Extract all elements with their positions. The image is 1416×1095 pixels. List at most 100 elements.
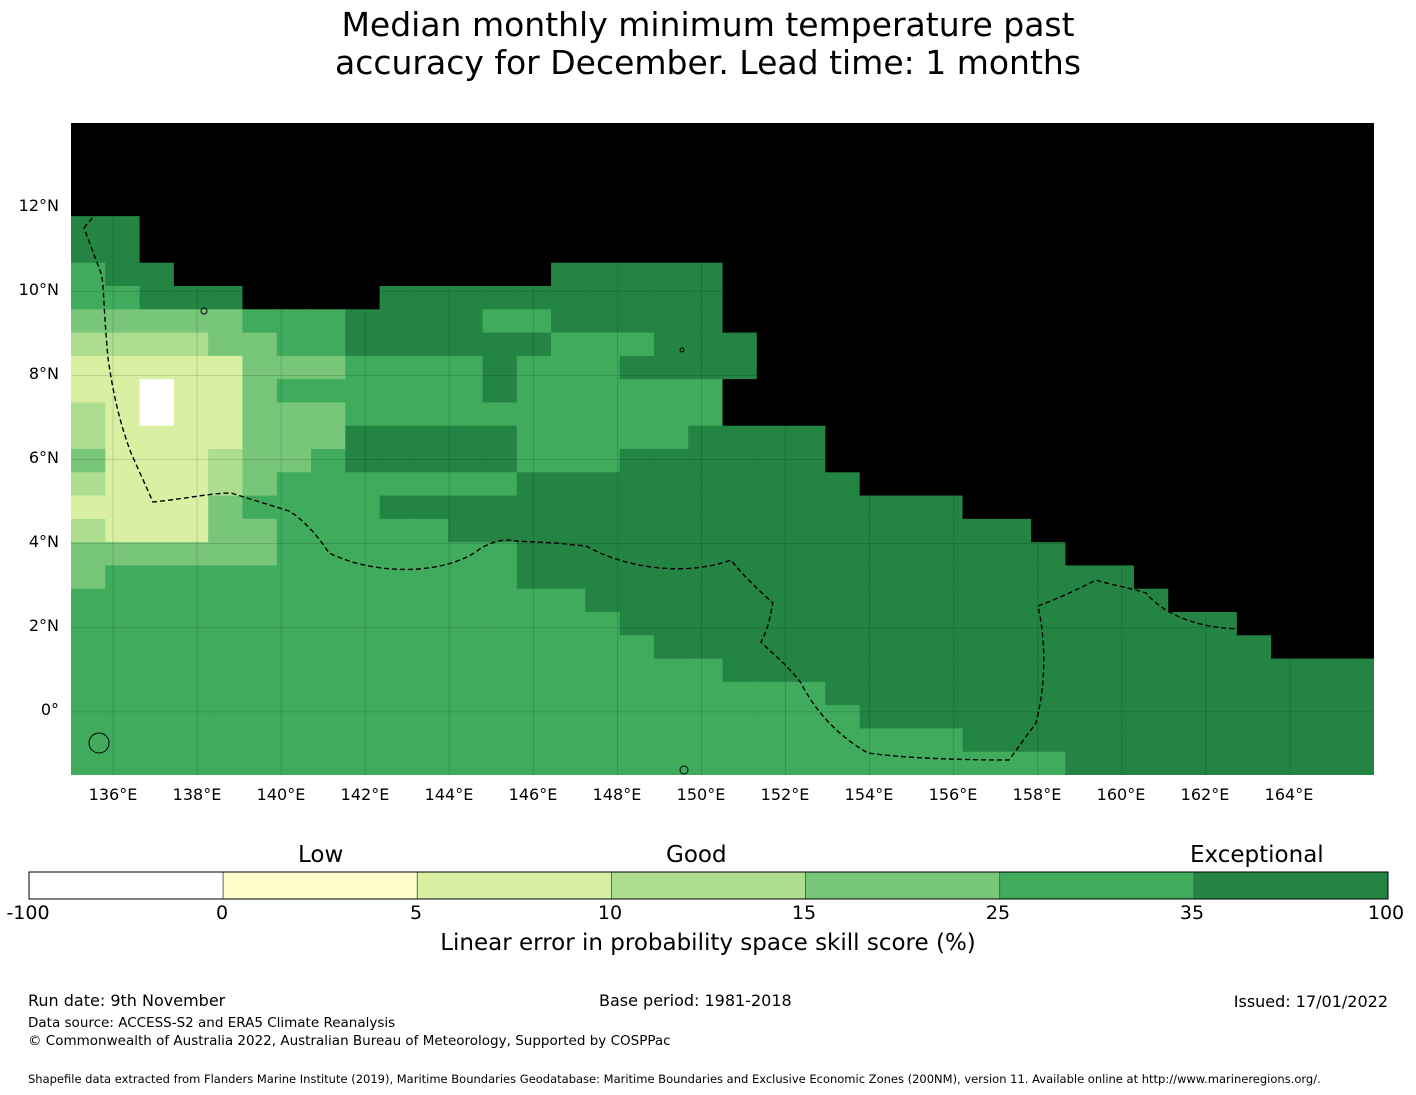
- grid-cell: [413, 681, 449, 706]
- grid-cell: [1031, 192, 1066, 217]
- grid-cell: [1236, 588, 1272, 613]
- grid-cell: [619, 495, 655, 520]
- grid-cell: [791, 379, 826, 404]
- grid-cell: [105, 402, 141, 427]
- grid-cell: [482, 239, 518, 264]
- grid-cell: [71, 146, 106, 171]
- colorbar-segment: [999, 871, 1195, 900]
- grid-cell: [345, 728, 381, 753]
- grid-cell: [928, 402, 964, 427]
- grid-cell: [413, 635, 449, 660]
- grid-cell: [722, 262, 758, 287]
- grid-cell: [516, 681, 552, 706]
- grid-cell: [996, 518, 1032, 543]
- grid-cell: [139, 355, 175, 380]
- grid-cell: [379, 379, 415, 404]
- grid-cell: [482, 449, 518, 473]
- grid-cell: [1031, 449, 1066, 473]
- grid-cell: [1236, 192, 1272, 217]
- grid-cell: [276, 425, 312, 450]
- grid-cell: [859, 239, 895, 264]
- grid-cell: [448, 681, 484, 706]
- grid-cell: [551, 379, 586, 404]
- grid-cell: [139, 472, 175, 497]
- grid-cell: [928, 425, 964, 450]
- grid-cell: [551, 658, 586, 683]
- grid-cell: [482, 332, 518, 357]
- grid-cell: [1236, 565, 1272, 590]
- grid-cell: [551, 355, 586, 380]
- grid-cell: [105, 425, 141, 450]
- grid-cell: [1271, 239, 1307, 264]
- grid-cell: [1202, 728, 1238, 753]
- grid-cell: [1168, 146, 1204, 171]
- grid-cell: [722, 286, 758, 310]
- grid-cell: [242, 728, 278, 753]
- grid-cell: [173, 216, 209, 241]
- grid-cell: [893, 146, 929, 171]
- grid-cell: [1339, 332, 1374, 357]
- grid-cell: [208, 192, 244, 217]
- grid-cell: [482, 635, 518, 660]
- grid-cell: [242, 472, 278, 497]
- grid-cell: [962, 146, 998, 171]
- grid-cell: [173, 332, 209, 357]
- grid-cell: [585, 588, 621, 613]
- grid-cell: [516, 355, 552, 380]
- grid-cell: [962, 309, 998, 334]
- grid-cell: [585, 635, 621, 660]
- grid-cell: [1305, 681, 1341, 706]
- grid-cell: [1065, 309, 1101, 334]
- grid-cell: [1202, 518, 1238, 543]
- grid-cell: [825, 518, 861, 543]
- grid-cell: [1236, 286, 1272, 310]
- grid-cell: [1031, 705, 1066, 730]
- grid-cell: [996, 565, 1032, 590]
- grid-cell: [311, 565, 346, 590]
- grid-cell: [859, 728, 895, 753]
- grid-cell: [139, 216, 175, 241]
- grid-cell: [173, 169, 209, 194]
- grid-cell: [1339, 751, 1374, 775]
- grid-cell: [242, 751, 278, 775]
- grid-cell: [345, 588, 381, 613]
- grid-cell: [551, 262, 586, 287]
- grid-cell: [791, 518, 826, 543]
- grid-cell: [653, 542, 689, 567]
- grid-cell: [242, 379, 278, 404]
- lon-label-148e: 148°E: [592, 785, 642, 804]
- grid-cell: [688, 472, 724, 497]
- grid-cell: [756, 192, 792, 217]
- grid-cell: [1202, 472, 1238, 497]
- grid-cell: [688, 751, 724, 775]
- grid-cell: [585, 309, 621, 334]
- grid-cell: [413, 216, 449, 241]
- lon-label-154e: 154°E: [844, 785, 894, 804]
- grid-cell: [928, 565, 964, 590]
- grid-cell: [585, 286, 621, 310]
- grid-cell: [962, 612, 998, 636]
- grid-cell: [413, 332, 449, 357]
- grid-cell: [1099, 635, 1135, 660]
- grid-cell: [1271, 635, 1307, 660]
- grid-cell: [653, 588, 689, 613]
- grid-cell: [1031, 309, 1066, 334]
- grid-cell: [619, 239, 655, 264]
- grid-cell: [139, 588, 175, 613]
- grid-cell: [791, 658, 826, 683]
- grid-cell: [1133, 658, 1169, 683]
- grid-cell: [139, 262, 175, 287]
- grid-cell: [139, 728, 175, 753]
- grid-cell: [242, 565, 278, 590]
- grid-cell: [379, 123, 415, 147]
- grid-cell: [585, 262, 621, 287]
- grid-cell: [379, 402, 415, 427]
- grid-cell: [1031, 332, 1066, 357]
- grid-cell: [173, 565, 209, 590]
- grid-cell: [688, 402, 724, 427]
- grid-cell: [105, 681, 141, 706]
- grid-cell: [1305, 705, 1341, 730]
- grid-cell: [688, 705, 724, 730]
- grid-cell: [482, 495, 518, 520]
- issued-date: Issued: 17/01/2022: [1233, 992, 1388, 1011]
